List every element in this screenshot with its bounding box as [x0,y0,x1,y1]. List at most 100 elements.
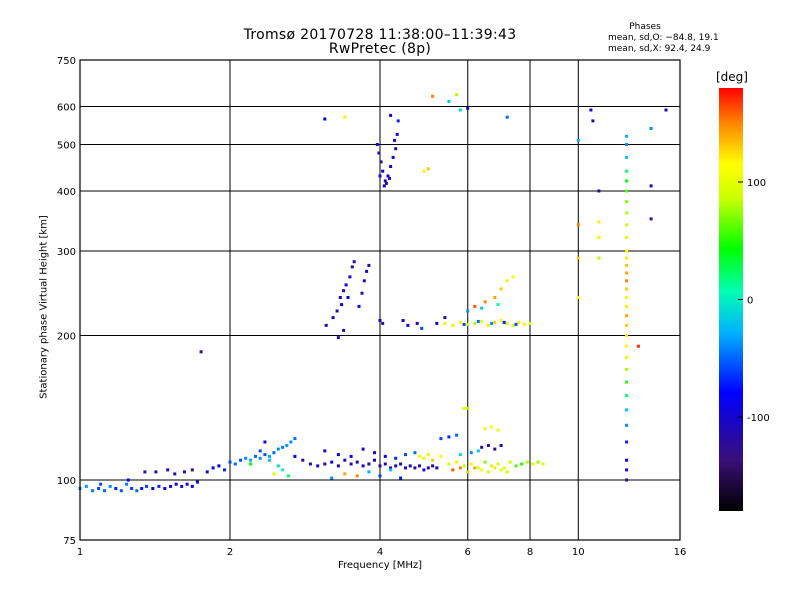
data-point [486,470,490,474]
data-point [625,323,629,327]
data-point [323,462,327,466]
data-point [373,451,376,455]
data-point [349,462,353,466]
data-point [355,460,359,464]
data-point [520,462,524,466]
data-point [505,470,509,474]
data-point [377,151,381,155]
x-tick-label: 16 [674,547,687,558]
data-point [338,296,342,299]
data-point [342,328,346,332]
data-point [625,189,629,193]
data-point [166,468,170,472]
data-point [511,275,515,279]
y-tick-label: 300 [57,247,76,258]
data-point [420,326,424,330]
data-point [406,323,410,327]
data-point [415,321,419,325]
data-point [108,484,112,488]
data-point [389,468,393,472]
data-point [496,428,500,432]
data-point [435,466,439,470]
data-point [365,269,369,273]
data-point [268,454,271,458]
data-point [422,456,426,460]
data-point [625,304,629,308]
data-point [404,453,407,457]
data-point [413,466,417,470]
data-point [383,462,387,466]
data-point [426,453,430,457]
data-point [361,447,365,451]
data-point [357,304,361,308]
data-point [223,468,226,472]
data-point [455,460,459,464]
data-point [362,279,366,283]
data-point [263,440,267,444]
data-point [190,468,194,472]
data-point [140,487,144,490]
data-point [508,460,512,464]
y-tick-label: 100 [57,476,76,487]
data-point [211,466,215,470]
data-point [490,321,494,325]
data-point [335,309,339,313]
data-point [343,115,347,119]
data-point [293,454,297,458]
data-point [473,466,477,470]
data-point [589,108,593,112]
data-point [514,464,518,468]
data-point [378,174,382,178]
data-point [348,275,352,279]
data-point [382,184,386,188]
data-point [480,468,484,472]
data-point [625,458,629,462]
data-point [331,316,335,320]
data-point [625,200,629,204]
data-point [263,453,267,457]
colorbar-ticks: 100 0 -100 [738,178,770,424]
data-point [373,458,376,462]
data-point [361,464,365,468]
plot-frame [79,59,681,541]
data-point [145,484,148,488]
data-point [130,487,134,490]
data-point [330,460,334,464]
data-point [114,487,118,490]
data-point [393,138,397,142]
data-point [84,484,88,488]
colorbar-label: [deg] [716,70,748,84]
y-tick-label: 200 [57,332,76,343]
data-point [381,321,385,325]
data-point [395,132,399,136]
data-point [625,256,629,260]
phase-stats-heading: Phases [629,22,661,32]
x-tick-labels: 1 2 4 6 8 10 16 [77,547,687,558]
data-point [476,319,480,323]
data-point [293,437,297,441]
data-point [330,476,334,480]
data-point [439,437,443,441]
data-point [625,236,629,240]
data-point [344,283,348,287]
data-point [119,489,123,493]
data-point [336,336,340,340]
data-point [597,256,601,260]
data-point [389,466,393,470]
data-point [649,127,653,130]
data-point [451,323,455,327]
data-point [352,260,356,264]
data-point [649,184,653,188]
data-point [499,319,503,322]
data-point [316,464,320,468]
data-point [576,256,580,260]
data-point [447,99,451,103]
data-point [505,321,509,325]
data-point [336,453,340,457]
data-point [431,458,435,462]
data-point [576,138,580,142]
data-point [281,468,285,472]
data-point [473,321,477,325]
data-point [199,350,203,354]
